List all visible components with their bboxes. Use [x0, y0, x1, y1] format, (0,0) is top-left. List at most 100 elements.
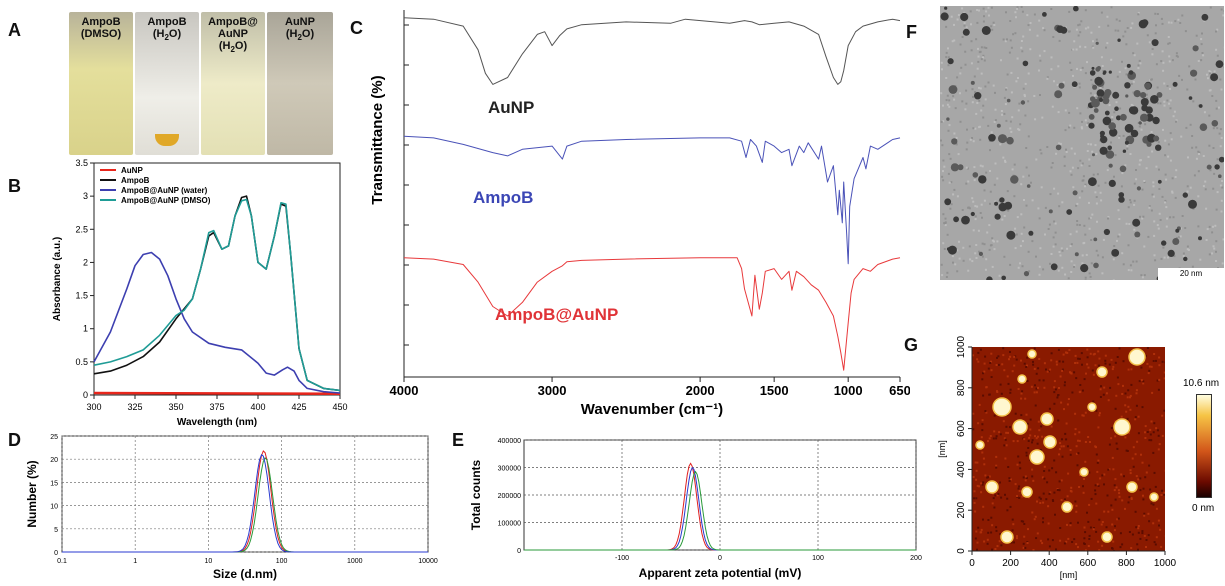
tem-noise: [1135, 169, 1137, 171]
afm-noise: [1071, 391, 1074, 394]
tem-noise: [974, 252, 977, 255]
tem-noise: [950, 15, 953, 18]
nanoparticle: [1092, 84, 1098, 90]
afm-noise: [1015, 358, 1018, 361]
tem-noise: [1094, 191, 1097, 194]
tem-noise: [1203, 19, 1206, 22]
afm-noise: [1081, 414, 1084, 417]
tem-noise: [1084, 119, 1087, 122]
afm-noise: [1023, 438, 1026, 441]
tem-noise: [1184, 30, 1187, 33]
tem-noise: [1140, 128, 1143, 131]
afm-noise: [1009, 351, 1011, 353]
tem-noise: [1034, 118, 1037, 121]
tem-noise: [979, 50, 982, 53]
afm-noise: [1129, 408, 1132, 411]
tem-noise: [1073, 264, 1076, 267]
tem-noise: [1087, 106, 1090, 109]
afm-noise: [1098, 364, 1101, 367]
tem-noise: [1076, 220, 1079, 222]
afm-noise: [1144, 425, 1147, 428]
afm-noise: [973, 497, 975, 500]
afm-noise: [1082, 485, 1084, 488]
tem-noise: [1071, 166, 1074, 169]
tem-noise: [963, 24, 966, 27]
tem-noise: [1084, 9, 1087, 12]
tem-noise: [1040, 186, 1043, 189]
tem-noise: [940, 92, 943, 95]
tem-noise: [1215, 107, 1218, 110]
x-tick-label: 2000: [686, 383, 715, 398]
afm-noise: [1148, 464, 1151, 467]
afm-noise: [972, 412, 975, 415]
tem-noise: [966, 167, 969, 170]
tem-noise: [1027, 100, 1030, 103]
tem-noise: [998, 274, 1001, 277]
afm-noise: [1013, 364, 1016, 367]
tem-noise: [940, 139, 942, 142]
tem-noise: [1058, 205, 1061, 208]
tem-noise: [943, 165, 946, 168]
tem-noise: [980, 203, 983, 206]
tem-noise: [1084, 183, 1087, 186]
tem-noise: [1053, 80, 1055, 83]
afm-noise: [1128, 496, 1131, 499]
afm-noise: [1083, 378, 1086, 381]
x-tick-label: 10000: [418, 558, 438, 565]
x-tick-label: 425: [291, 402, 306, 412]
afm-noise: [982, 457, 985, 460]
tem-noise: [1068, 30, 1071, 33]
tem-noise: [988, 224, 991, 227]
tem-noise: [1130, 26, 1133, 29]
nanoparticle: [1192, 45, 1199, 52]
tem-noise: [1133, 182, 1136, 185]
tem-noise: [967, 180, 970, 183]
nanoparticle: [1006, 98, 1011, 103]
nanoparticle: [1118, 196, 1125, 203]
tem-noise: [1119, 107, 1122, 110]
afm-noise: [974, 510, 977, 513]
afm-noise: [1115, 486, 1118, 489]
afm-noise: [1038, 496, 1041, 499]
tem-noise: [1096, 220, 1098, 223]
tem-noise: [974, 205, 977, 208]
tem-noise: [1020, 6, 1023, 8]
nanoparticle: [951, 138, 958, 145]
tem-noise: [972, 140, 975, 143]
tem-noise: [1206, 73, 1208, 76]
tem-noise: [1058, 251, 1061, 253]
afm-noise: [1138, 380, 1141, 383]
afm-noise: [1152, 522, 1155, 525]
tem-noise: [1039, 59, 1042, 62]
tem-noise: [972, 229, 975, 232]
tem-noise: [1220, 8, 1223, 11]
afm-noise: [1051, 467, 1054, 470]
afm-noise: [1025, 477, 1028, 479]
tem-noise: [959, 120, 962, 123]
tem-noise: [1079, 45, 1082, 48]
afm-noise: [1139, 489, 1142, 492]
tem-noise: [1006, 208, 1009, 211]
tem-noise: [1069, 233, 1072, 236]
tem-noise: [1175, 54, 1178, 57]
tem-noise: [1073, 152, 1076, 155]
afm-noise: [1142, 382, 1145, 385]
tem-noise: [1106, 15, 1109, 18]
afm-noise: [976, 541, 979, 544]
nanoparticle: [1056, 25, 1064, 33]
tem-noise: [1163, 82, 1166, 85]
afm-noise: [1003, 444, 1006, 447]
tem-noise: [1117, 29, 1120, 32]
tem-noise: [1070, 260, 1073, 263]
afm-noise: [1047, 538, 1050, 541]
nanoparticle: [1140, 92, 1147, 99]
nanoparticle: [947, 58, 954, 65]
tem-noise: [947, 172, 950, 175]
tem-noise: [1122, 263, 1125, 266]
tem-noise: [1182, 252, 1185, 255]
afm-noise: [988, 393, 991, 396]
afm-noise: [1132, 465, 1135, 468]
afm-noise: [995, 466, 998, 469]
nanoparticle: [1095, 41, 1099, 45]
afm-noise: [989, 435, 992, 437]
